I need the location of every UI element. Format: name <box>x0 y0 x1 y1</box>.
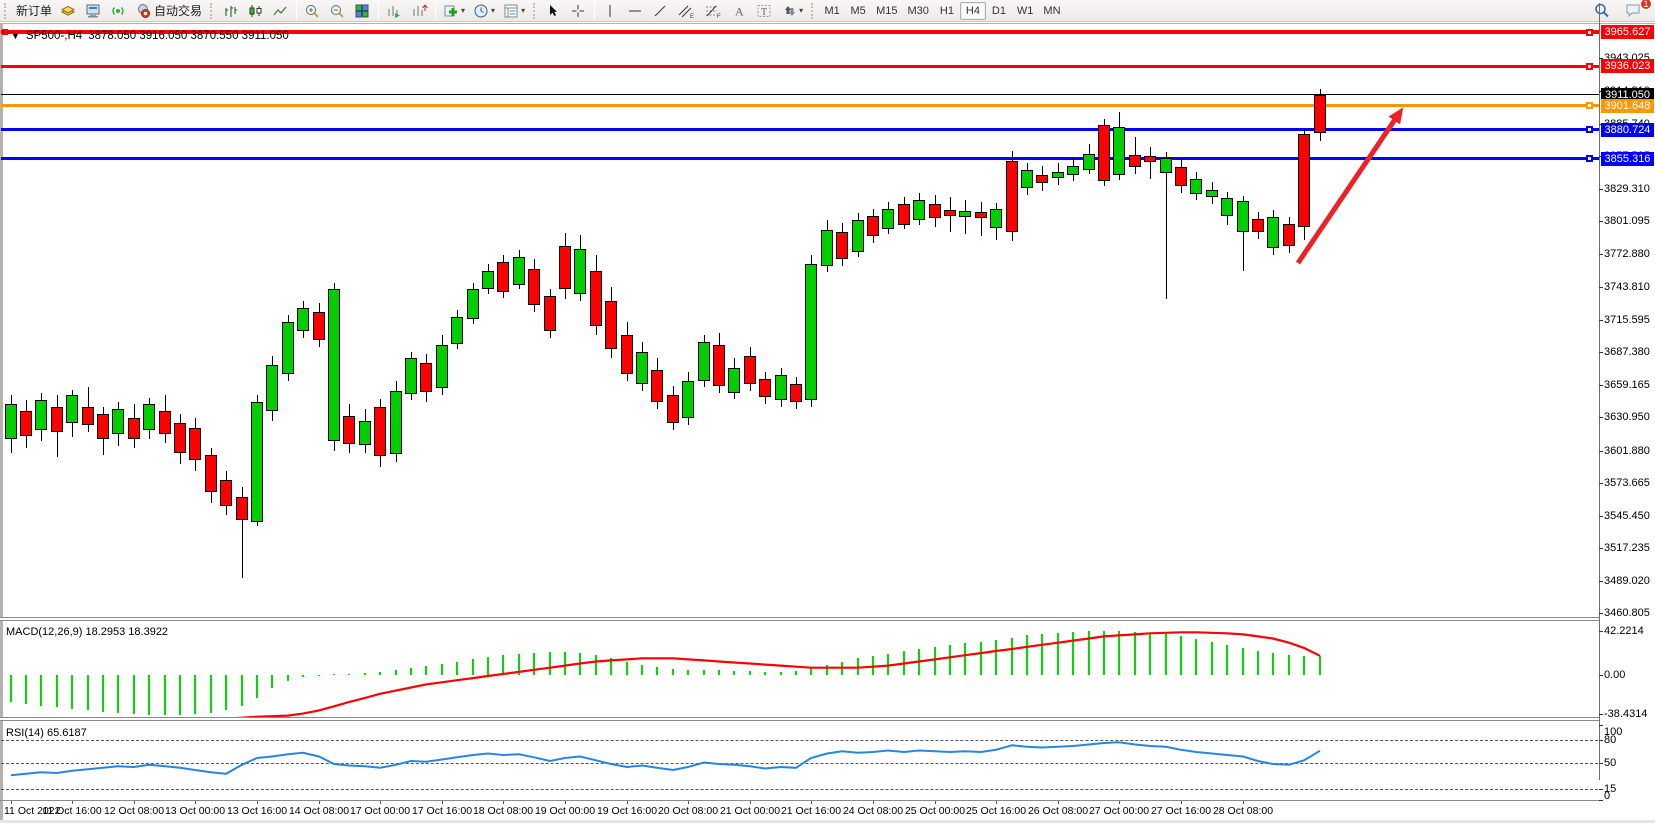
toolbar-separator <box>594 1 596 20</box>
auto-scroll-icon <box>388 5 401 18</box>
chart-title: ▼ SP500-,H4 3878.050 3916.050 3870.550 3… <box>11 30 289 42</box>
line-chart-button[interactable] <box>268 1 293 21</box>
vline-icon <box>609 4 611 17</box>
templates-button[interactable]: ▾ <box>499 1 529 21</box>
layers-icon <box>60 5 76 16</box>
chevron-down-icon: ▾ <box>461 6 466 15</box>
add-indicator-icon <box>444 5 458 16</box>
cursor-button[interactable] <box>541 1 566 21</box>
chart-symbol-period: SP500-,H4 <box>25 30 83 42</box>
add-indicator-button[interactable]: ▾ <box>439 1 469 21</box>
fibonacci-icon: F <box>706 5 721 19</box>
line-chart-icon <box>273 6 287 15</box>
notification-badge: 1 <box>1640 0 1652 10</box>
timeframe-m30[interactable]: M30 <box>903 2 934 20</box>
chevron-down-icon: ▾ <box>521 6 526 15</box>
vertical-line-button[interactable] <box>598 1 623 21</box>
signal-button[interactable] <box>106 1 131 21</box>
timeframe-m1[interactable]: M1 <box>819 2 845 20</box>
auto-scroll-button[interactable] <box>382 1 407 21</box>
crosshair-button[interactable] <box>566 1 591 21</box>
search-button[interactable] <box>1589 1 1615 21</box>
data-window-icon <box>504 4 518 17</box>
text-button[interactable]: A <box>727 1 752 21</box>
fibonacci-button[interactable]: F <box>700 1 727 21</box>
toolbar-drag-handle <box>4 2 10 19</box>
timeframe-m5[interactable]: M5 <box>845 2 871 20</box>
bar-chart-icon <box>225 5 238 17</box>
signal-icon <box>112 6 124 15</box>
new-order-button[interactable]: 新订单 <box>12 1 56 21</box>
text-label-button[interactable]: T <box>752 1 777 21</box>
toolbar-drag-handle <box>210 2 216 19</box>
autotrade-icon <box>138 3 151 18</box>
chart-ohlc-values: 3878.050 3916.050 3870.550 3911.050 <box>88 30 289 42</box>
bar-chart-button[interactable] <box>218 1 243 21</box>
toolbar-separator <box>435 1 437 20</box>
svg-text:E: E <box>690 14 694 19</box>
chart-window[interactable]: ▼ SP500-,H4 3878.050 3916.050 3870.550 3… <box>0 23 1655 820</box>
zoom-in-button[interactable] <box>300 1 325 21</box>
horizontal-line-button[interactable] <box>623 1 648 21</box>
terminal-icon <box>86 4 100 17</box>
clock-icon <box>474 4 488 17</box>
timeframe-h4[interactable]: H4 <box>959 1 986 20</box>
tile-windows-button[interactable] <box>350 1 375 21</box>
timeframe-d1[interactable]: D1 <box>986 2 1012 20</box>
zoom-out-icon <box>331 4 344 18</box>
trendline-button[interactable] <box>648 1 673 21</box>
periods-button[interactable]: ▾ <box>469 1 499 21</box>
toolbar-drag-handle <box>533 2 539 19</box>
zoom-out-button[interactable] <box>325 1 350 21</box>
search-icon <box>1595 3 1609 18</box>
text-icon: A <box>735 4 744 18</box>
equidistant-channel-button[interactable]: E <box>673 1 700 21</box>
candlestick-chart-button[interactable] <box>243 1 268 21</box>
hline-icon <box>629 10 642 11</box>
auto-trading-button[interactable]: 自动交易 <box>131 1 206 21</box>
chat-icon <box>1626 4 1640 18</box>
timeframe-h1[interactable]: H1 <box>934 2 960 20</box>
toolbar-separator <box>378 1 380 20</box>
svg-text:F: F <box>717 14 721 19</box>
chart-shift-icon <box>413 3 428 16</box>
timeframe-w1[interactable]: W1 <box>1012 2 1039 20</box>
tile-windows-icon <box>355 4 369 17</box>
layers-button[interactable] <box>56 1 81 21</box>
notifications-button[interactable]: 1 <box>1621 0 1652 21</box>
chart-shift-button[interactable] <box>407 1 432 21</box>
timeframe-group: M1 M5 M15 M30 H1 H4 D1 W1 MN <box>819 1 1065 20</box>
svg-text:T: T <box>761 7 767 18</box>
chevron-down-icon: ▾ <box>799 6 804 15</box>
toolbar: 新订单 自动交易 <box>0 0 1655 22</box>
arrows-icon <box>785 5 796 16</box>
timeframe-mn[interactable]: MN <box>1038 2 1065 20</box>
trendline-icon <box>654 5 666 16</box>
new-order-label: 新订单 <box>16 4 53 18</box>
candlestick-icon <box>249 4 262 17</box>
timeframe-m15[interactable]: M15 <box>871 2 902 20</box>
toolbar-drag-handle <box>811 2 817 19</box>
zoom-in-icon <box>306 4 319 18</box>
crosshair-icon <box>572 4 585 17</box>
svg-text:A: A <box>735 4 744 18</box>
arrows-button[interactable]: ▾ <box>777 1 807 21</box>
cursor-icon <box>550 4 558 16</box>
label-icon: T <box>757 4 771 18</box>
terminal-button[interactable] <box>81 1 106 21</box>
auto-trading-label: 自动交易 <box>154 4 203 18</box>
toolbar-separator <box>296 1 298 20</box>
symbol-dropdown-icon[interactable]: ▼ <box>11 31 20 41</box>
chevron-down-icon: ▾ <box>491 6 496 15</box>
channel-icon: E <box>678 5 694 19</box>
